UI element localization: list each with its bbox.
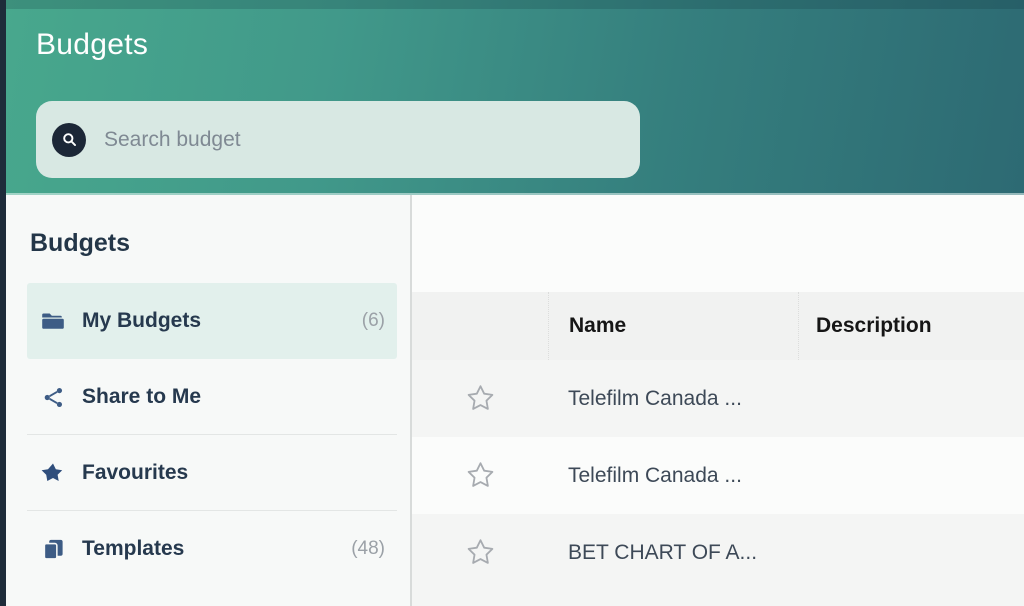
- favourite-star-icon[interactable]: [463, 382, 497, 416]
- search-bar[interactable]: [36, 101, 640, 178]
- budget-description: [798, 514, 1024, 591]
- table-header-row: Name Description: [412, 292, 1024, 360]
- star-icon: [41, 461, 65, 485]
- sidebar-item-label: Templates: [82, 537, 185, 560]
- header: Budgets: [0, 0, 1024, 195]
- sidebar-item-share-to-me[interactable]: Share to Me: [27, 359, 397, 435]
- favourite-star-icon[interactable]: [463, 459, 497, 493]
- sidebar: Budgets My Budgets (6): [6, 195, 412, 606]
- page-title: Budgets: [36, 28, 149, 61]
- budget-table: Name Description Telefilm Canada ...: [412, 292, 1024, 606]
- table-row[interactable]: Telefilm Canada ...: [412, 437, 1024, 514]
- favourite-column-header: [412, 292, 548, 360]
- sidebar-item-favourites[interactable]: Favourites: [27, 435, 397, 511]
- search-icon: [52, 122, 86, 157]
- sidebar-item-templates[interactable]: Templates (48): [27, 511, 397, 587]
- window-edge: [0, 0, 6, 606]
- folder-icon: [41, 309, 65, 333]
- share-icon: [41, 385, 65, 409]
- sidebar-item-count: (6): [361, 310, 385, 331]
- copy-icon: [41, 537, 65, 561]
- budget-name: Telefilm Canada ...: [568, 463, 742, 487]
- sidebar-title: Budgets: [30, 229, 130, 257]
- budget-name: BET CHART OF A...: [568, 540, 758, 564]
- favourite-star-icon[interactable]: [463, 536, 497, 570]
- table-row[interactable]: BET CHART OF A...: [412, 514, 1024, 591]
- budget-name: Telefilm Canada ...: [568, 386, 742, 410]
- description-column-header[interactable]: Description: [798, 292, 1024, 360]
- budget-description: [798, 360, 1024, 437]
- budget-description: [798, 437, 1024, 514]
- main-content: Name Description Telefilm Canada ...: [412, 195, 1024, 606]
- sidebar-item-label: Share to Me: [82, 385, 202, 408]
- sidebar-item-label: Favourites: [82, 461, 189, 484]
- sidebar-nav: My Budgets (6) Share to Me: [27, 283, 397, 587]
- sidebar-item-my-budgets[interactable]: My Budgets (6): [27, 283, 397, 359]
- sidebar-item-label: My Budgets: [82, 309, 202, 332]
- table-row[interactable]: Telefilm Canada ...: [412, 360, 1024, 437]
- search-input[interactable]: [104, 127, 640, 152]
- sidebar-item-count: (48): [351, 538, 385, 559]
- body-area: Budgets My Budgets (6): [6, 195, 1024, 606]
- name-column-header[interactable]: Name: [548, 292, 798, 360]
- next-row-peek: [412, 591, 1024, 606]
